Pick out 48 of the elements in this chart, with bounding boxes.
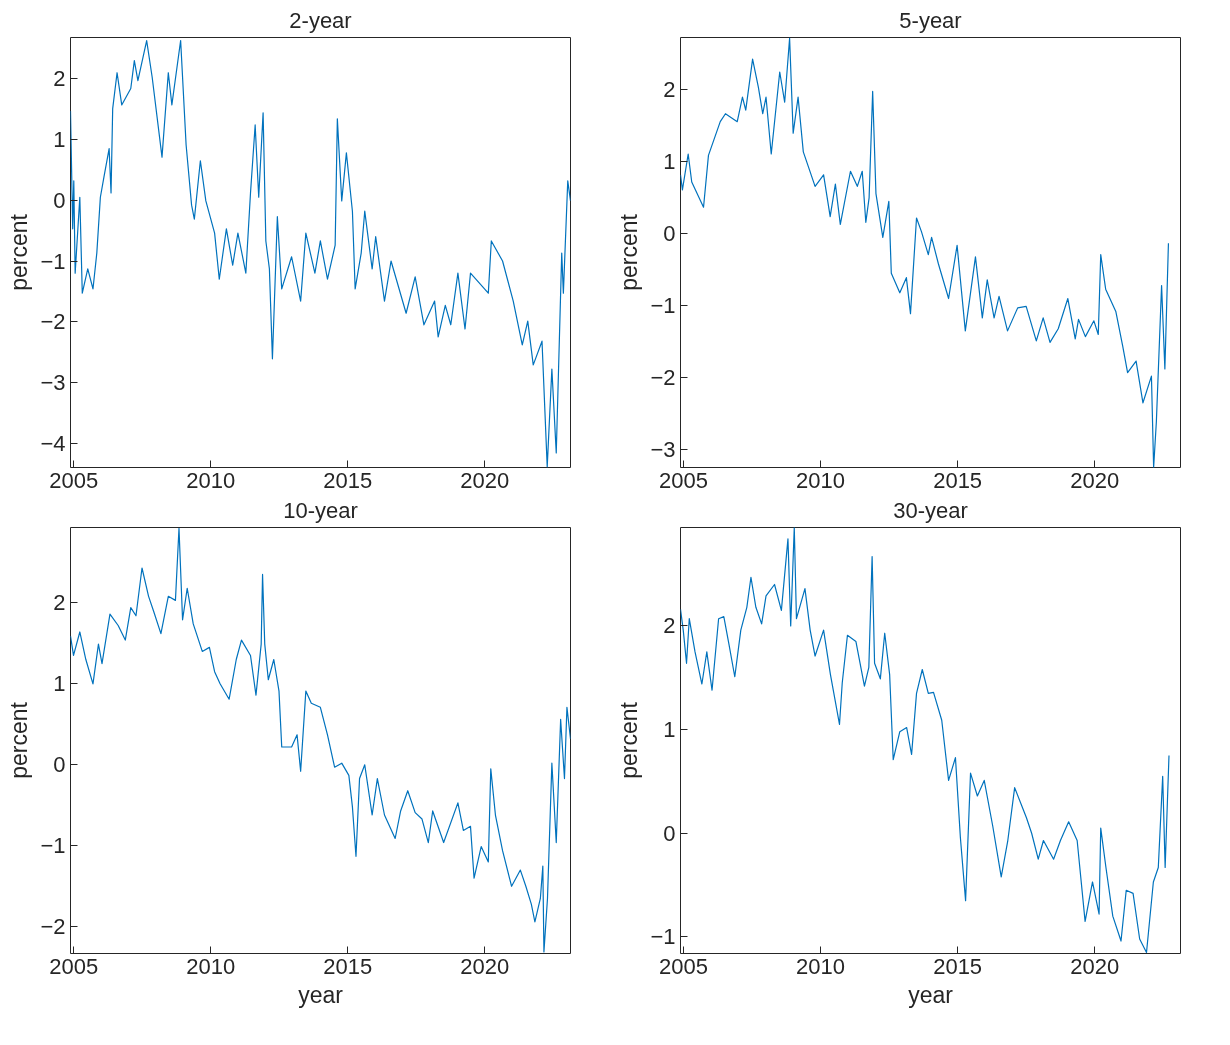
x-tick-label: 2010 <box>186 467 236 493</box>
y-tick-label: 1 <box>663 149 676 175</box>
y-tick-label: −2 <box>40 309 66 335</box>
y-tick-label: 0 <box>53 752 66 778</box>
y-tick-label: −4 <box>40 430 66 456</box>
chart-title: 30-year <box>893 497 968 523</box>
chart-title: 10-year <box>283 497 358 523</box>
y-tick-label: −3 <box>40 369 66 395</box>
x-tick-label: 2010 <box>796 467 846 493</box>
y-tick-label: 2 <box>53 590 66 616</box>
x-tick-label: 2010 <box>796 953 846 979</box>
y-tick-label: −1 <box>40 248 66 274</box>
y-tick-label: 1 <box>663 717 676 743</box>
y-tick-label: −2 <box>40 914 66 940</box>
y-tick-label: 1 <box>53 671 66 697</box>
y-tick-label: −1 <box>40 833 66 859</box>
y-tick-label: 0 <box>53 187 66 213</box>
x-tick-label: 2015 <box>933 467 983 493</box>
x-tick-label: 2005 <box>49 467 99 493</box>
x-tick-label: 2005 <box>659 467 708 493</box>
y-tick-label: −3 <box>650 437 676 463</box>
x-tick-label: 2005 <box>659 953 708 979</box>
x-axis-title: year <box>908 981 954 1008</box>
y-tick-label: 2 <box>663 77 676 103</box>
y-axis-title: percent <box>616 701 643 779</box>
x-tick-label: 2005 <box>49 953 99 979</box>
x-tick-label: 2020 <box>460 953 510 979</box>
y-axis-title: percent <box>616 213 643 291</box>
y-axis-title: percent <box>6 213 33 291</box>
x-tick-label: 2015 <box>933 953 983 979</box>
y-tick-label: 0 <box>663 820 676 846</box>
x-tick-label: 2010 <box>186 953 236 979</box>
y-tick-label: 1 <box>53 127 66 153</box>
x-tick-label: 2020 <box>1070 953 1120 979</box>
x-tick-label: 2015 <box>323 467 373 493</box>
x-tick-label: 2020 <box>1070 467 1120 493</box>
chart-title: 5-year <box>899 7 962 33</box>
x-tick-label: 2020 <box>460 467 510 493</box>
y-tick-label: −1 <box>650 293 676 319</box>
y-tick-label: 2 <box>663 613 676 639</box>
y-tick-label: 2 <box>53 66 66 92</box>
x-axis-title: year <box>298 981 344 1008</box>
x-tick-label: 2015 <box>323 953 373 979</box>
y-tick-label: −1 <box>650 924 676 950</box>
y-tick-label: −2 <box>650 365 676 391</box>
chart-title: 2-year <box>289 7 352 33</box>
y-axis-title: percent <box>6 701 33 779</box>
y-tick-label: 0 <box>663 221 676 247</box>
